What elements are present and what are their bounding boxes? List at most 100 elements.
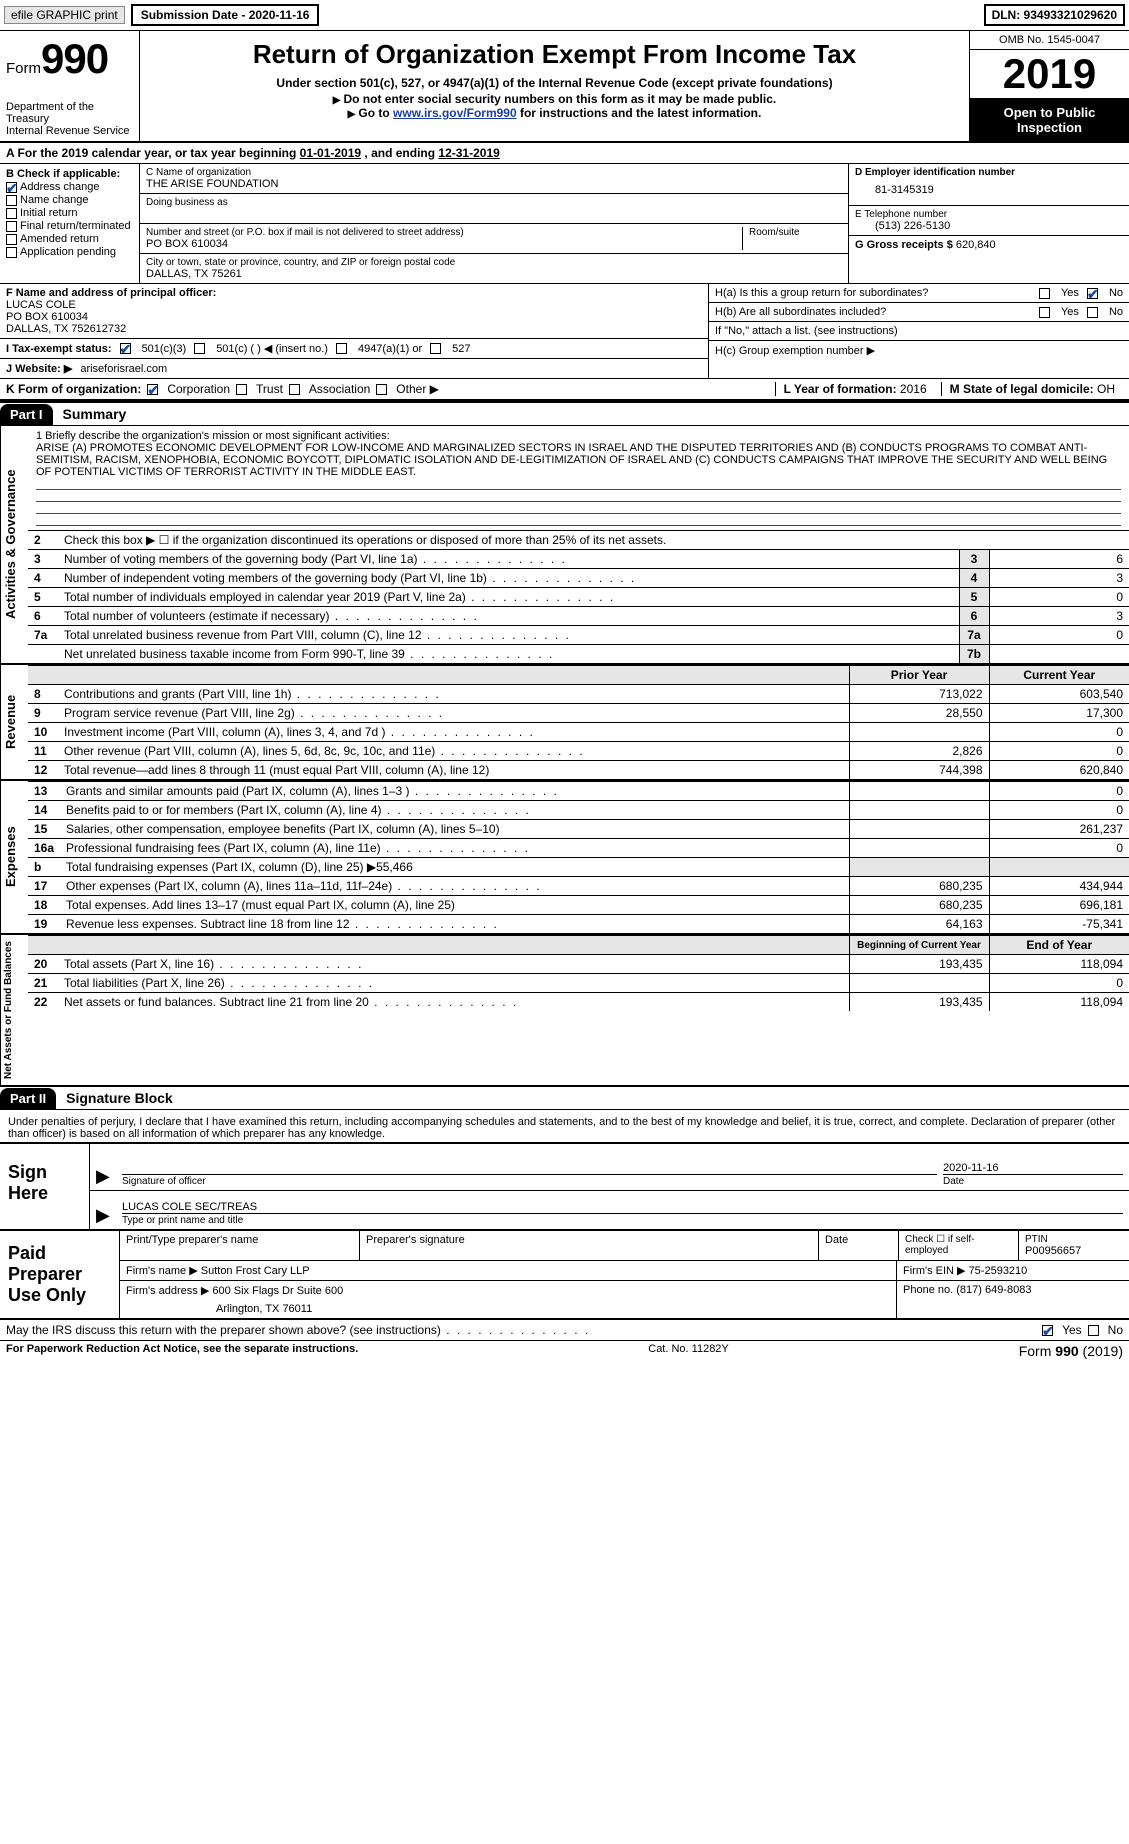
- firm-name: Sutton Frost Cary LLP: [201, 1265, 310, 1277]
- part-i-tab: Part I: [0, 404, 53, 425]
- header-left: Form990 Department of the Treasury Inter…: [0, 31, 140, 141]
- c10: 0: [989, 723, 1129, 742]
- period-label: A For the 2019 calendar year, or tax yea…: [6, 146, 300, 160]
- line-15: Salaries, other compensation, employee b…: [60, 820, 849, 839]
- line-5: Total number of individuals employed in …: [58, 588, 959, 607]
- val-3: 6: [989, 550, 1129, 569]
- c13: 0: [989, 782, 1129, 801]
- line-7a: Total unrelated business revenue from Pa…: [58, 626, 959, 645]
- part-ii-tab: Part II: [0, 1088, 56, 1109]
- website-label: J Website: ▶: [6, 362, 72, 375]
- tax-year: 2019: [970, 50, 1129, 99]
- prep-selfemp-label: Check ☐ if self-employed: [899, 1231, 1019, 1260]
- c16a: 0: [989, 839, 1129, 858]
- ha-label: H(a) Is this a group return for subordin…: [715, 287, 1031, 299]
- efile-print-button[interactable]: efile GRAPHIC print: [4, 6, 125, 24]
- expenses-section: Expenses 13Grants and similar amounts pa…: [0, 781, 1129, 935]
- sign-block: Sign Here ▶ Signature of officer 2020-11…: [0, 1142, 1129, 1231]
- cb-hb-yes[interactable]: [1039, 307, 1050, 318]
- mission-text: ARISE (A) PROMOTES ECONOMIC DEVELOPMENT …: [36, 442, 1121, 478]
- sig-name-title: LUCAS COLE SEC/TREAS: [122, 1201, 1123, 1213]
- box-b: B Check if applicable: Address change Na…: [0, 164, 140, 283]
- city-value: DALLAS, TX 75261: [146, 268, 842, 280]
- cb-app-pending[interactable]: [6, 247, 17, 258]
- hb-label: H(b) Are all subordinates included?: [715, 306, 1031, 318]
- submission-date: Submission Date - 2020-11-16: [131, 4, 320, 26]
- vlabel-revenue: Revenue: [0, 665, 28, 779]
- firm-ein-label: Firm's EIN ▶: [903, 1265, 966, 1277]
- form-org-label: K Form of organization:: [6, 382, 141, 396]
- line-4: Number of independent voting members of …: [58, 569, 959, 588]
- cb-assoc[interactable]: [289, 384, 300, 395]
- line-19: Revenue less expenses. Subtract line 18 …: [60, 915, 849, 934]
- note-goto-post: for instructions and the latest informat…: [517, 106, 762, 120]
- org-name-label: C Name of organization: [146, 167, 842, 178]
- prep-sig-label: Preparer's signature: [360, 1231, 819, 1260]
- prep-phone-label: Phone no.: [903, 1284, 953, 1296]
- line-14: Benefits paid to or for members (Part IX…: [60, 801, 849, 820]
- line-12: Total revenue—add lines 8 through 11 (mu…: [58, 761, 849, 780]
- footer-mid: Cat. No. 11282Y: [648, 1343, 729, 1359]
- footer-form: Form: [1019, 1343, 1056, 1359]
- top-toolbar: efile GRAPHIC print Submission Date - 20…: [0, 0, 1129, 31]
- cb-hb-no[interactable]: [1087, 307, 1098, 318]
- cb-4947[interactable]: [336, 343, 347, 354]
- cb-initial[interactable]: [6, 208, 17, 219]
- line-21: Total liabilities (Part X, line 26): [58, 974, 849, 993]
- cb-discuss-no[interactable]: [1088, 1325, 1099, 1336]
- line-7b: Net unrelated business taxable income fr…: [58, 645, 959, 664]
- cb-ha-yes[interactable]: [1039, 288, 1050, 299]
- officer-street: PO BOX 610034: [6, 311, 702, 323]
- cb-name-change[interactable]: [6, 195, 17, 206]
- cb-corp[interactable]: [147, 384, 158, 395]
- sig-type-label: Type or print name and title: [122, 1213, 1123, 1226]
- cb-501c3[interactable]: [120, 343, 131, 354]
- c19: -75,341: [989, 915, 1129, 934]
- cb-501c[interactable]: [194, 343, 205, 354]
- line-3: Number of voting members of the governin…: [58, 550, 959, 569]
- p12: 744,398: [849, 761, 989, 780]
- governance-table: 2Check this box ▶ ☐ if the organization …: [28, 530, 1129, 663]
- phone-label: E Telephone number: [855, 209, 1123, 220]
- cb-final[interactable]: [6, 221, 17, 232]
- perjury-text: Under penalties of perjury, I declare th…: [0, 1110, 1129, 1142]
- box-c: C Name of organization THE ARISE FOUNDAT…: [140, 164, 849, 283]
- c9: 17,300: [989, 704, 1129, 723]
- line-16b: Total fundraising expenses (Part IX, col…: [60, 858, 849, 877]
- cb-amended[interactable]: [6, 234, 17, 245]
- cb-ha-no[interactable]: [1087, 288, 1098, 299]
- p17: 680,235: [849, 877, 989, 896]
- domicile-label: M State of legal domicile:: [950, 382, 1094, 396]
- cb-discuss-yes[interactable]: [1042, 1325, 1053, 1336]
- 501c-label: 501(c) ( ) ◀ (insert no.): [216, 342, 328, 355]
- hdr-begin: Beginning of Current Year: [849, 936, 989, 955]
- c12: 620,840: [989, 761, 1129, 780]
- irs-link[interactable]: www.irs.gov/Form990: [393, 106, 517, 120]
- room-label: Room/suite: [749, 227, 842, 238]
- dept-treasury: Department of the Treasury: [6, 101, 133, 125]
- trust-label: Trust: [256, 382, 283, 396]
- page-footer: For Paperwork Reduction Act Notice, see …: [0, 1341, 1129, 1361]
- phone-value: (513) 226-5130: [855, 220, 1123, 232]
- header-right: OMB No. 1545-0047 2019 Open to Public In…: [969, 31, 1129, 141]
- b22: 193,435: [849, 993, 989, 1012]
- 501c3-label: 501(c)(3): [142, 343, 187, 355]
- city-label: City or town, state or province, country…: [146, 257, 842, 268]
- line-10: Investment income (Part VIII, column (A)…: [58, 723, 849, 742]
- governance-section: Activities & Governance 1 Briefly descri…: [0, 426, 1129, 665]
- hc-label: H(c) Group exemption number ▶: [709, 341, 1129, 360]
- gross-value: 620,840: [956, 239, 996, 251]
- line-20: Total assets (Part X, line 16): [58, 955, 849, 974]
- cb-trust[interactable]: [236, 384, 247, 395]
- prep-phone: (817) 649-8083: [956, 1284, 1031, 1296]
- tax-status-label: I Tax-exempt status:: [6, 343, 112, 355]
- c18: 696,181: [989, 896, 1129, 915]
- line-13: Grants and similar amounts paid (Part IX…: [60, 782, 849, 801]
- vlabel-balances: Net Assets or Fund Balances: [0, 935, 28, 1085]
- line-2: Check this box ▶ ☐ if the organization d…: [58, 531, 1129, 550]
- period-row: A For the 2019 calendar year, or tax yea…: [0, 143, 1129, 164]
- cb-addr-change[interactable]: [6, 182, 17, 193]
- cb-527[interactable]: [430, 343, 441, 354]
- cb-other[interactable]: [376, 384, 387, 395]
- sig-date-value: 2020-11-16: [943, 1162, 1123, 1174]
